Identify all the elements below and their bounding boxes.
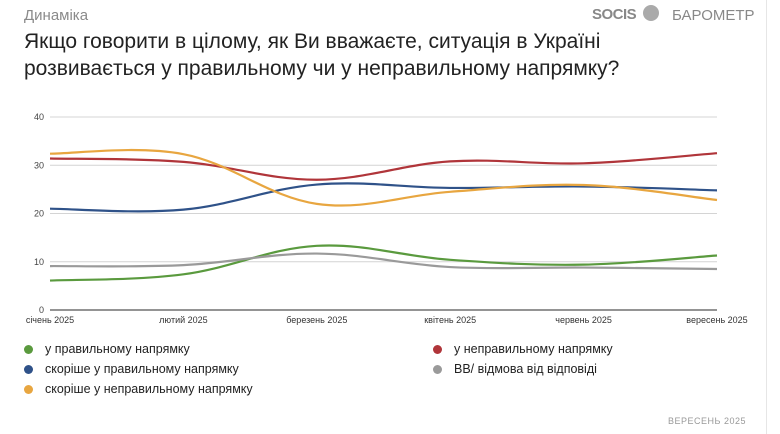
legend-marker (24, 344, 33, 354)
x-tick-label: лютий 2025 (159, 315, 208, 325)
x-tick-label: березень 2025 (286, 315, 347, 325)
legend-item: ВВ/ відмова від відповіді (433, 362, 597, 376)
legend-item: у правильному напрямку (24, 342, 190, 356)
subtitle: Динаміка (24, 7, 89, 24)
legend-label: ВВ/ відмова від відповіді (454, 362, 597, 376)
page-edge (766, 0, 767, 434)
y-tick-label: 10 (34, 257, 44, 267)
series-line-4 (49, 148, 718, 207)
socis-logo: SOCIS (592, 6, 637, 23)
legend-marker (24, 364, 33, 374)
series-line-0 (49, 244, 718, 282)
x-tick-label: вересень 2025 (686, 315, 747, 325)
legend-label: скоріше у правильному напрямку (45, 362, 239, 376)
brand-label: БАРОМЕТР (672, 7, 755, 24)
x-tick-label: червень 2025 (555, 315, 612, 325)
chart-title: Якщо говорити в цілому, як Ви вважаєте, … (24, 30, 620, 80)
legend-marker (433, 364, 442, 374)
y-tick-label: 30 (34, 160, 44, 170)
footer-date: ВЕРЕСЕНЬ 2025 (668, 416, 746, 426)
x-tick-label: січень 2025 (26, 315, 74, 325)
legend-label: скоріше у неправильному напрямку (45, 382, 253, 396)
x-tick-label: квітень 2025 (424, 315, 476, 325)
y-tick-label: 0 (39, 305, 44, 315)
globe-icon (643, 5, 659, 21)
y-tick-label: 40 (34, 112, 44, 122)
legend-marker (433, 344, 442, 354)
y-tick-label: 20 (34, 209, 44, 219)
legend-marker (24, 384, 33, 394)
legend-label: у правильному напрямку (45, 342, 190, 356)
legend-label: у неправильному напрямку (454, 342, 613, 356)
legend-item: скоріше у правильному напрямку (24, 362, 239, 376)
legend-item: скоріше у неправильному напрямку (24, 382, 253, 396)
series-line-3 (49, 252, 718, 271)
series-line-1 (49, 152, 718, 181)
legend-item: у неправильному напрямку (433, 342, 613, 356)
